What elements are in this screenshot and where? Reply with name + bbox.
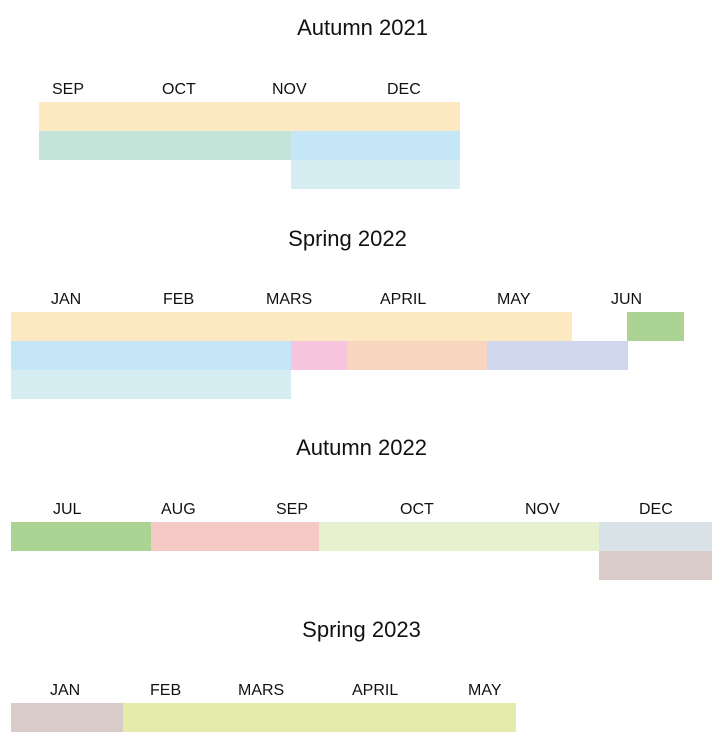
timeline-bar bbox=[599, 551, 712, 580]
timeline-bar bbox=[11, 312, 572, 341]
month-label-dec: DEC bbox=[639, 501, 673, 518]
month-label-jan: JAN bbox=[50, 682, 81, 699]
month-label-mars: MARS bbox=[238, 682, 285, 699]
month-label-jan: JAN bbox=[51, 291, 82, 308]
timeline-bar bbox=[11, 522, 151, 551]
month-label-april: APRIL bbox=[352, 682, 399, 699]
timeline-bar bbox=[291, 131, 460, 160]
month-label-feb: FEB bbox=[150, 682, 182, 699]
timeline-bar bbox=[487, 341, 628, 370]
month-label-feb: FEB bbox=[163, 291, 195, 308]
timeline-bar bbox=[319, 522, 599, 551]
timeline-bar bbox=[11, 341, 291, 370]
timeline-bar bbox=[291, 341, 347, 370]
month-label-sep: SEP bbox=[52, 81, 85, 98]
month-label-nov: NOV bbox=[272, 81, 307, 98]
month-label-april: APRIL bbox=[380, 291, 427, 308]
timeline-bar bbox=[123, 703, 516, 732]
month-label-may: MAY bbox=[468, 682, 502, 699]
month-label-oct: OCT bbox=[162, 81, 196, 98]
month-label-may: MAY bbox=[497, 291, 531, 308]
timeline-bar bbox=[39, 131, 291, 160]
month-label-dec: DEC bbox=[387, 81, 421, 98]
month-label-oct: OCT bbox=[400, 501, 434, 518]
timeline-bar bbox=[347, 341, 487, 370]
month-label-jul: JUL bbox=[53, 501, 82, 518]
timeline-bar bbox=[627, 312, 684, 341]
timeline-bar bbox=[11, 370, 291, 399]
section-title-spring-2023: Spring 2023 bbox=[302, 617, 421, 642]
timeline-bar bbox=[151, 522, 319, 551]
section-title-spring-2022: Spring 2022 bbox=[288, 226, 407, 251]
section-title-autumn-2021: Autumn 2021 bbox=[297, 15, 428, 40]
month-label-jun: JUN bbox=[611, 291, 643, 308]
timeline-bar bbox=[291, 160, 460, 189]
timeline-bar bbox=[11, 703, 123, 732]
section-title-autumn-2022: Autumn 2022 bbox=[296, 435, 427, 460]
month-label-mars: MARS bbox=[266, 291, 313, 308]
timeline-bar bbox=[599, 522, 712, 551]
timeline-bar bbox=[39, 102, 460, 131]
month-label-aug: AUG bbox=[161, 501, 196, 518]
month-label-sep: SEP bbox=[276, 501, 309, 518]
month-label-nov: NOV bbox=[525, 501, 560, 518]
